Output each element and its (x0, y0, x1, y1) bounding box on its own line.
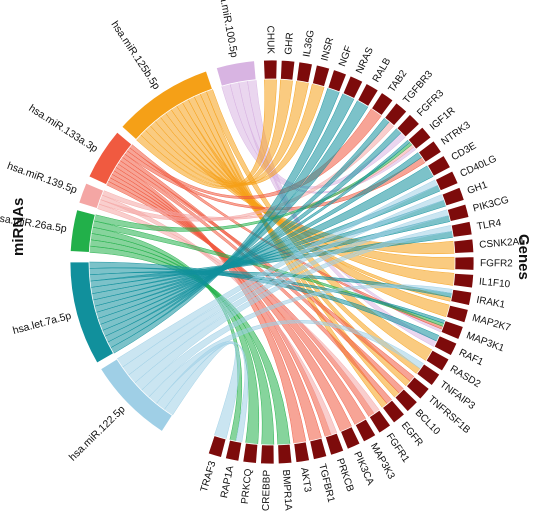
gene-arc-cd3e (426, 155, 451, 177)
gene-label-tgfbr1: TGFBR1 (316, 463, 336, 504)
gene-arc-ngf (327, 69, 348, 93)
gene-label-raf1: RAF1 (457, 347, 485, 368)
gene-label-insr: INSR (320, 36, 337, 62)
gene-label-akt3: AKT3 (298, 467, 313, 494)
gene-label-rap1a: RAP1A (219, 464, 236, 499)
gene-label-fgfr2: FGFR2 (480, 258, 513, 269)
gene-label-tab2: TAB2 (387, 68, 410, 95)
gene-label-pik3cg: PIK3CG (472, 195, 510, 215)
mirnas-group-label: miRNAs (10, 197, 27, 256)
gene-arc-crebbp (260, 444, 275, 465)
gene-arc-bmpr1a (277, 443, 293, 465)
gene-arc-tnfaip3 (416, 363, 441, 387)
gene-arc-rap1a (224, 439, 243, 462)
mirna-arc-hsa-miR-100-5p (215, 60, 257, 87)
gene-arc-raf1 (433, 335, 458, 357)
gene-label-crebbp: CREBBP (261, 469, 273, 511)
gene-arc-fgfr1 (368, 409, 392, 434)
gene-label-csnk2a1: CSNK2A1 (479, 236, 526, 251)
gene-arc-prkcb (324, 432, 345, 456)
gene-arc-tlr4 (450, 220, 473, 238)
mirna-label-hsa-miR-133a-3p: hsa.miR.133a.3p (27, 102, 101, 155)
gene-arc-igf1r (407, 126, 432, 150)
gene-arc-egfr (381, 399, 406, 424)
gene-arc-il36g (296, 61, 313, 84)
gene-arc-csnk2a1 (453, 238, 475, 254)
gene-arc-irak1 (450, 288, 473, 307)
gene-label-il1f10: IL1F10 (479, 277, 511, 291)
gene-arc-tgfbr3 (384, 102, 408, 127)
gene-label-nras: NRAS (354, 45, 376, 75)
gene-label-gh1: GH1 (466, 179, 489, 196)
gene-label-chuk: CHUK (264, 26, 275, 55)
gene-arc-akt3 (293, 441, 310, 464)
gene-label-ngf: NGF (337, 45, 354, 69)
gene-label-ghr: GHR (283, 32, 296, 55)
gene-label-map2k7: MAP2K7 (471, 313, 512, 334)
ribbon-layer (88, 78, 456, 446)
gene-arc-tnfrsf1b (405, 376, 430, 400)
gene-arc-fgfr3 (396, 113, 421, 138)
gene-arc-pik3ca (340, 426, 361, 450)
mirna-arc-hsa-miR-139-5p (78, 182, 105, 209)
gene-arc-ntrk3 (417, 140, 442, 163)
gene-label-tlr4: TLR4 (476, 218, 502, 233)
gene-arc-pik3cg (446, 203, 470, 222)
gene-label-pik3ca: PIK3CA (351, 450, 376, 487)
arc-layer (69, 59, 475, 465)
gene-arc-tab2 (370, 91, 394, 117)
gene-arc-prkcq (242, 442, 259, 464)
mirna-label-hsa-miR-122-5p: hsa.miR.122.5p (67, 403, 128, 463)
genes-group-label: Genes (515, 234, 532, 280)
mirna-arc-hsa-miR-26a-5p (69, 209, 96, 253)
gene-arc-ralb (357, 82, 379, 107)
gene-label-irak1: IRAK1 (475, 295, 506, 311)
gene-label-prkcq: PRKCQ (240, 468, 255, 505)
gene-label-prkcb: PRKCB (334, 457, 356, 493)
gene-label-ralb: RALB (371, 56, 394, 84)
gene-label-traf3: TRAF3 (199, 460, 219, 494)
gene-arc-ghr (280, 59, 296, 81)
gene-arc-traf3 (207, 435, 227, 459)
gene-arc-tgfbr1 (309, 437, 328, 461)
gene-label-cd3e: CD3E (450, 140, 479, 163)
mirna-arc-hsa-miR-122-5p (100, 358, 173, 432)
gene-arc-rasd2 (425, 349, 450, 372)
mirna-arc-hsa-miR-125b-5p (121, 70, 213, 141)
mirna-label-hsa-let-7a-5p: hsa.let.7a.5p (11, 310, 72, 337)
mirna-arc-hsa-miR-133a-3p (88, 131, 133, 186)
gene-arc-insr (311, 64, 331, 88)
mirna-arc-hsa-let-7a-5p (69, 261, 115, 364)
gene-arc-bcl10 (394, 388, 418, 413)
gene-label-bmpr1a: BMPR1A (280, 469, 294, 511)
gene-arc-map3k3 (354, 418, 377, 443)
gene-arc-fgfr2 (454, 256, 475, 271)
mirna-label-hsa-miR-100-5p: hsa.miR.100.5p (215, 0, 240, 59)
mirna-label-hsa-miR-139-5p: hsa.miR.139.5p (5, 160, 78, 196)
gene-label-il36g: IL36G (301, 29, 316, 58)
gene-arc-gh1 (441, 186, 465, 207)
gene-arc-il1f10 (453, 272, 475, 289)
gene-arc-chuk (263, 59, 278, 80)
gene-arc-map2k7 (446, 304, 469, 324)
mirna-label-hsa-miR-125b-5p: hsa.miR.125b.5p (109, 19, 163, 92)
gene-arc-nras (342, 75, 364, 100)
gene-arc-map3k1 (440, 320, 464, 340)
gene-arc-cd40lg (434, 170, 459, 192)
